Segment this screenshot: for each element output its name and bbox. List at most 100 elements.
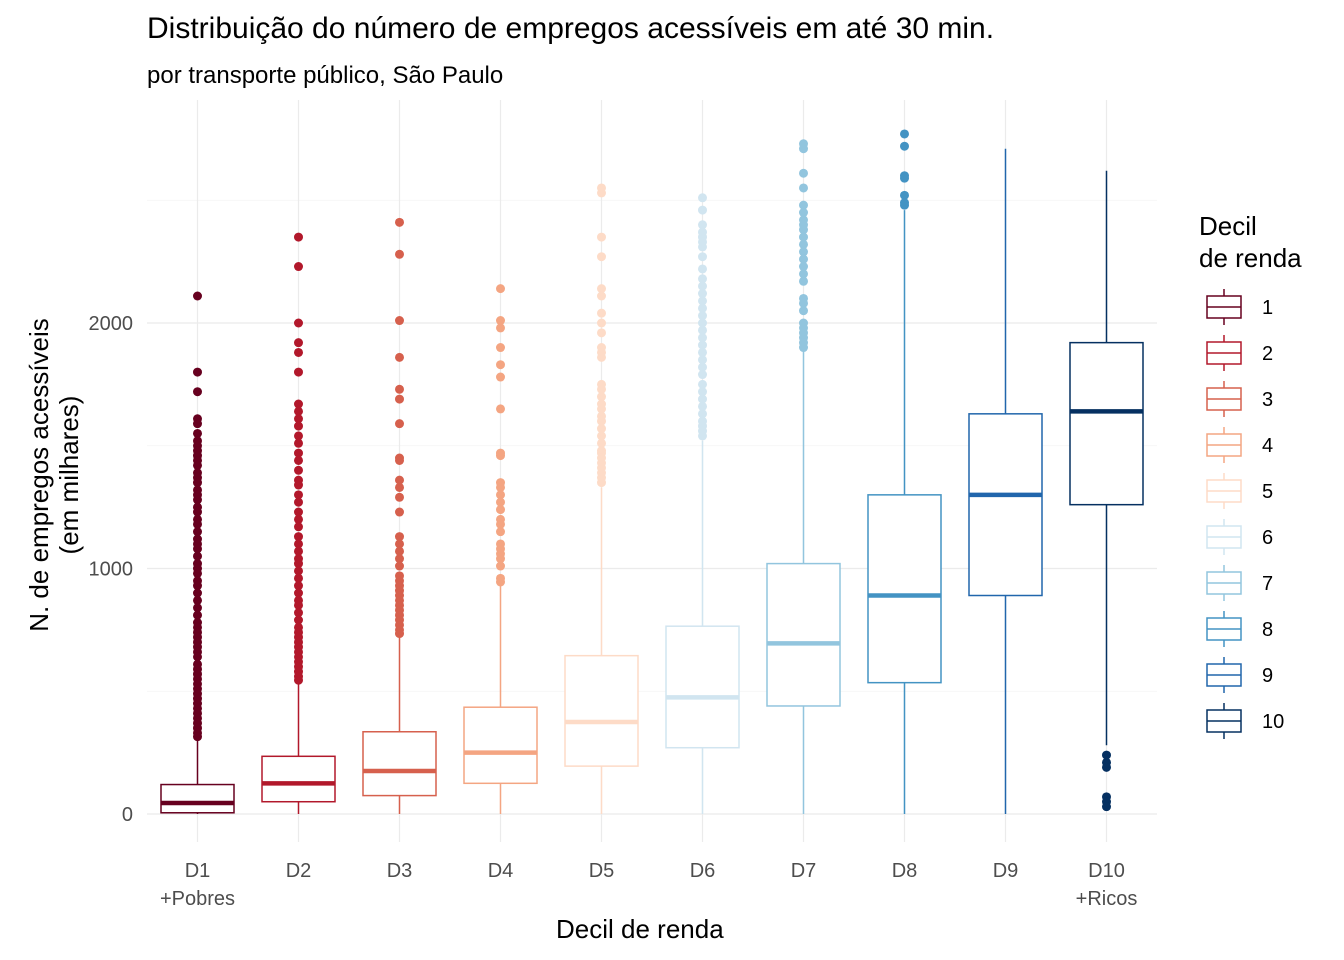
- outlier-point: [799, 343, 808, 353]
- outlier-point: [597, 318, 606, 328]
- x-tick-label: D9: [993, 860, 1019, 882]
- outlier-point: [597, 252, 606, 262]
- outlier-point: [597, 284, 606, 294]
- outlier-point: [193, 544, 202, 554]
- outlier-point: [294, 438, 303, 448]
- legend-item-10: [1206, 703, 1242, 739]
- box-group-d5: [564, 183, 639, 814]
- outlier-point: [193, 595, 202, 605]
- outlier-point: [294, 539, 303, 549]
- outlier-point: [597, 392, 606, 402]
- outlier-point: [395, 539, 404, 549]
- outlier-point: [395, 492, 404, 502]
- box: [766, 562, 841, 707]
- outlier-point: [193, 519, 202, 529]
- box: [463, 706, 538, 785]
- x-tick-sublabel: +Pobres: [160, 888, 235, 910]
- outlier-point: [597, 232, 606, 242]
- legend-title: Decil de renda: [1199, 210, 1302, 274]
- legend-item-7: [1206, 565, 1242, 601]
- outlier-point: [698, 431, 707, 441]
- legend-item-8: [1206, 611, 1242, 647]
- outlier-point: [193, 387, 202, 397]
- outlier-point: [1102, 750, 1111, 760]
- outlier-point: [799, 225, 808, 235]
- outlier-point: [698, 333, 707, 343]
- outlier-point: [698, 409, 707, 419]
- outlier-point: [193, 527, 202, 537]
- outlier-point: [193, 588, 202, 598]
- outlier-point: [496, 372, 505, 382]
- outlier-point: [193, 507, 202, 517]
- y-tick-label: 2000: [89, 313, 134, 335]
- x-tick-label: D7: [791, 860, 817, 882]
- legend-title-line2: de renda: [1199, 243, 1302, 273]
- outlier-point: [698, 340, 707, 350]
- outlier-point: [799, 306, 808, 316]
- outlier-point: [193, 581, 202, 591]
- legend-item-6: [1206, 519, 1242, 555]
- outlier-point: [698, 379, 707, 389]
- box-group-d3: [362, 217, 437, 814]
- outlier-point: [900, 200, 909, 210]
- legend-label: 9: [1262, 665, 1273, 687]
- outlier-point: [698, 318, 707, 328]
- outlier-point: [597, 404, 606, 414]
- box: [968, 413, 1043, 597]
- outlier-point: [597, 416, 606, 426]
- outlier-point: [496, 561, 505, 571]
- outlier-point: [294, 588, 303, 598]
- outlier-point: [395, 554, 404, 564]
- y-tick-label: 0: [122, 804, 133, 826]
- box-group-d10: [1069, 170, 1144, 812]
- outlier-point: [496, 577, 505, 587]
- outlier-point: [193, 495, 202, 505]
- outlier-point: [496, 316, 505, 326]
- outlier-point: [698, 347, 707, 357]
- outlier-point: [294, 480, 303, 490]
- outlier-point: [799, 232, 808, 242]
- outlier-point: [193, 551, 202, 561]
- x-tick-label: D2: [286, 860, 312, 882]
- legend-item-2: [1206, 335, 1242, 371]
- legend-item-9: [1206, 657, 1242, 693]
- box-group-d1: [160, 291, 235, 814]
- box: [160, 783, 235, 814]
- outlier-point: [395, 419, 404, 429]
- outlier-point: [294, 347, 303, 357]
- outlier-point: [799, 239, 808, 249]
- legend-item-1: [1206, 289, 1242, 325]
- outlier-point: [193, 732, 202, 742]
- box-group-d6: [665, 193, 740, 814]
- outlier-point: [294, 573, 303, 583]
- outlier-point: [698, 325, 707, 335]
- legend-label: 8: [1262, 619, 1273, 641]
- outlier-point: [395, 475, 404, 485]
- outlier-point: [294, 448, 303, 458]
- outlier-point: [294, 318, 303, 328]
- outlier-point: [395, 561, 404, 571]
- outlier-point: [294, 608, 303, 618]
- box-group-d9: [968, 148, 1043, 814]
- outlier-point: [294, 581, 303, 591]
- outlier-point: [395, 455, 404, 465]
- box-group-d2: [261, 232, 336, 814]
- legend-label: 1: [1262, 297, 1273, 319]
- outlier-point: [294, 546, 303, 556]
- box: [867, 494, 942, 684]
- outlier-point: [496, 527, 505, 537]
- legend-item-3: [1206, 381, 1242, 417]
- y-tick-label: 1000: [89, 559, 134, 581]
- outlier-point: [496, 360, 505, 370]
- outlier-point: [1102, 802, 1111, 812]
- outlier-point: [799, 254, 808, 264]
- outlier-point: [698, 205, 707, 215]
- outlier-point: [294, 421, 303, 431]
- outlier-point: [294, 507, 303, 517]
- outlier-point: [799, 247, 808, 257]
- x-tick-label: D10: [1088, 860, 1125, 882]
- outlier-point: [698, 220, 707, 230]
- outlier-point: [496, 343, 505, 353]
- x-tick-label: D4: [488, 860, 514, 882]
- outlier-point: [496, 451, 505, 461]
